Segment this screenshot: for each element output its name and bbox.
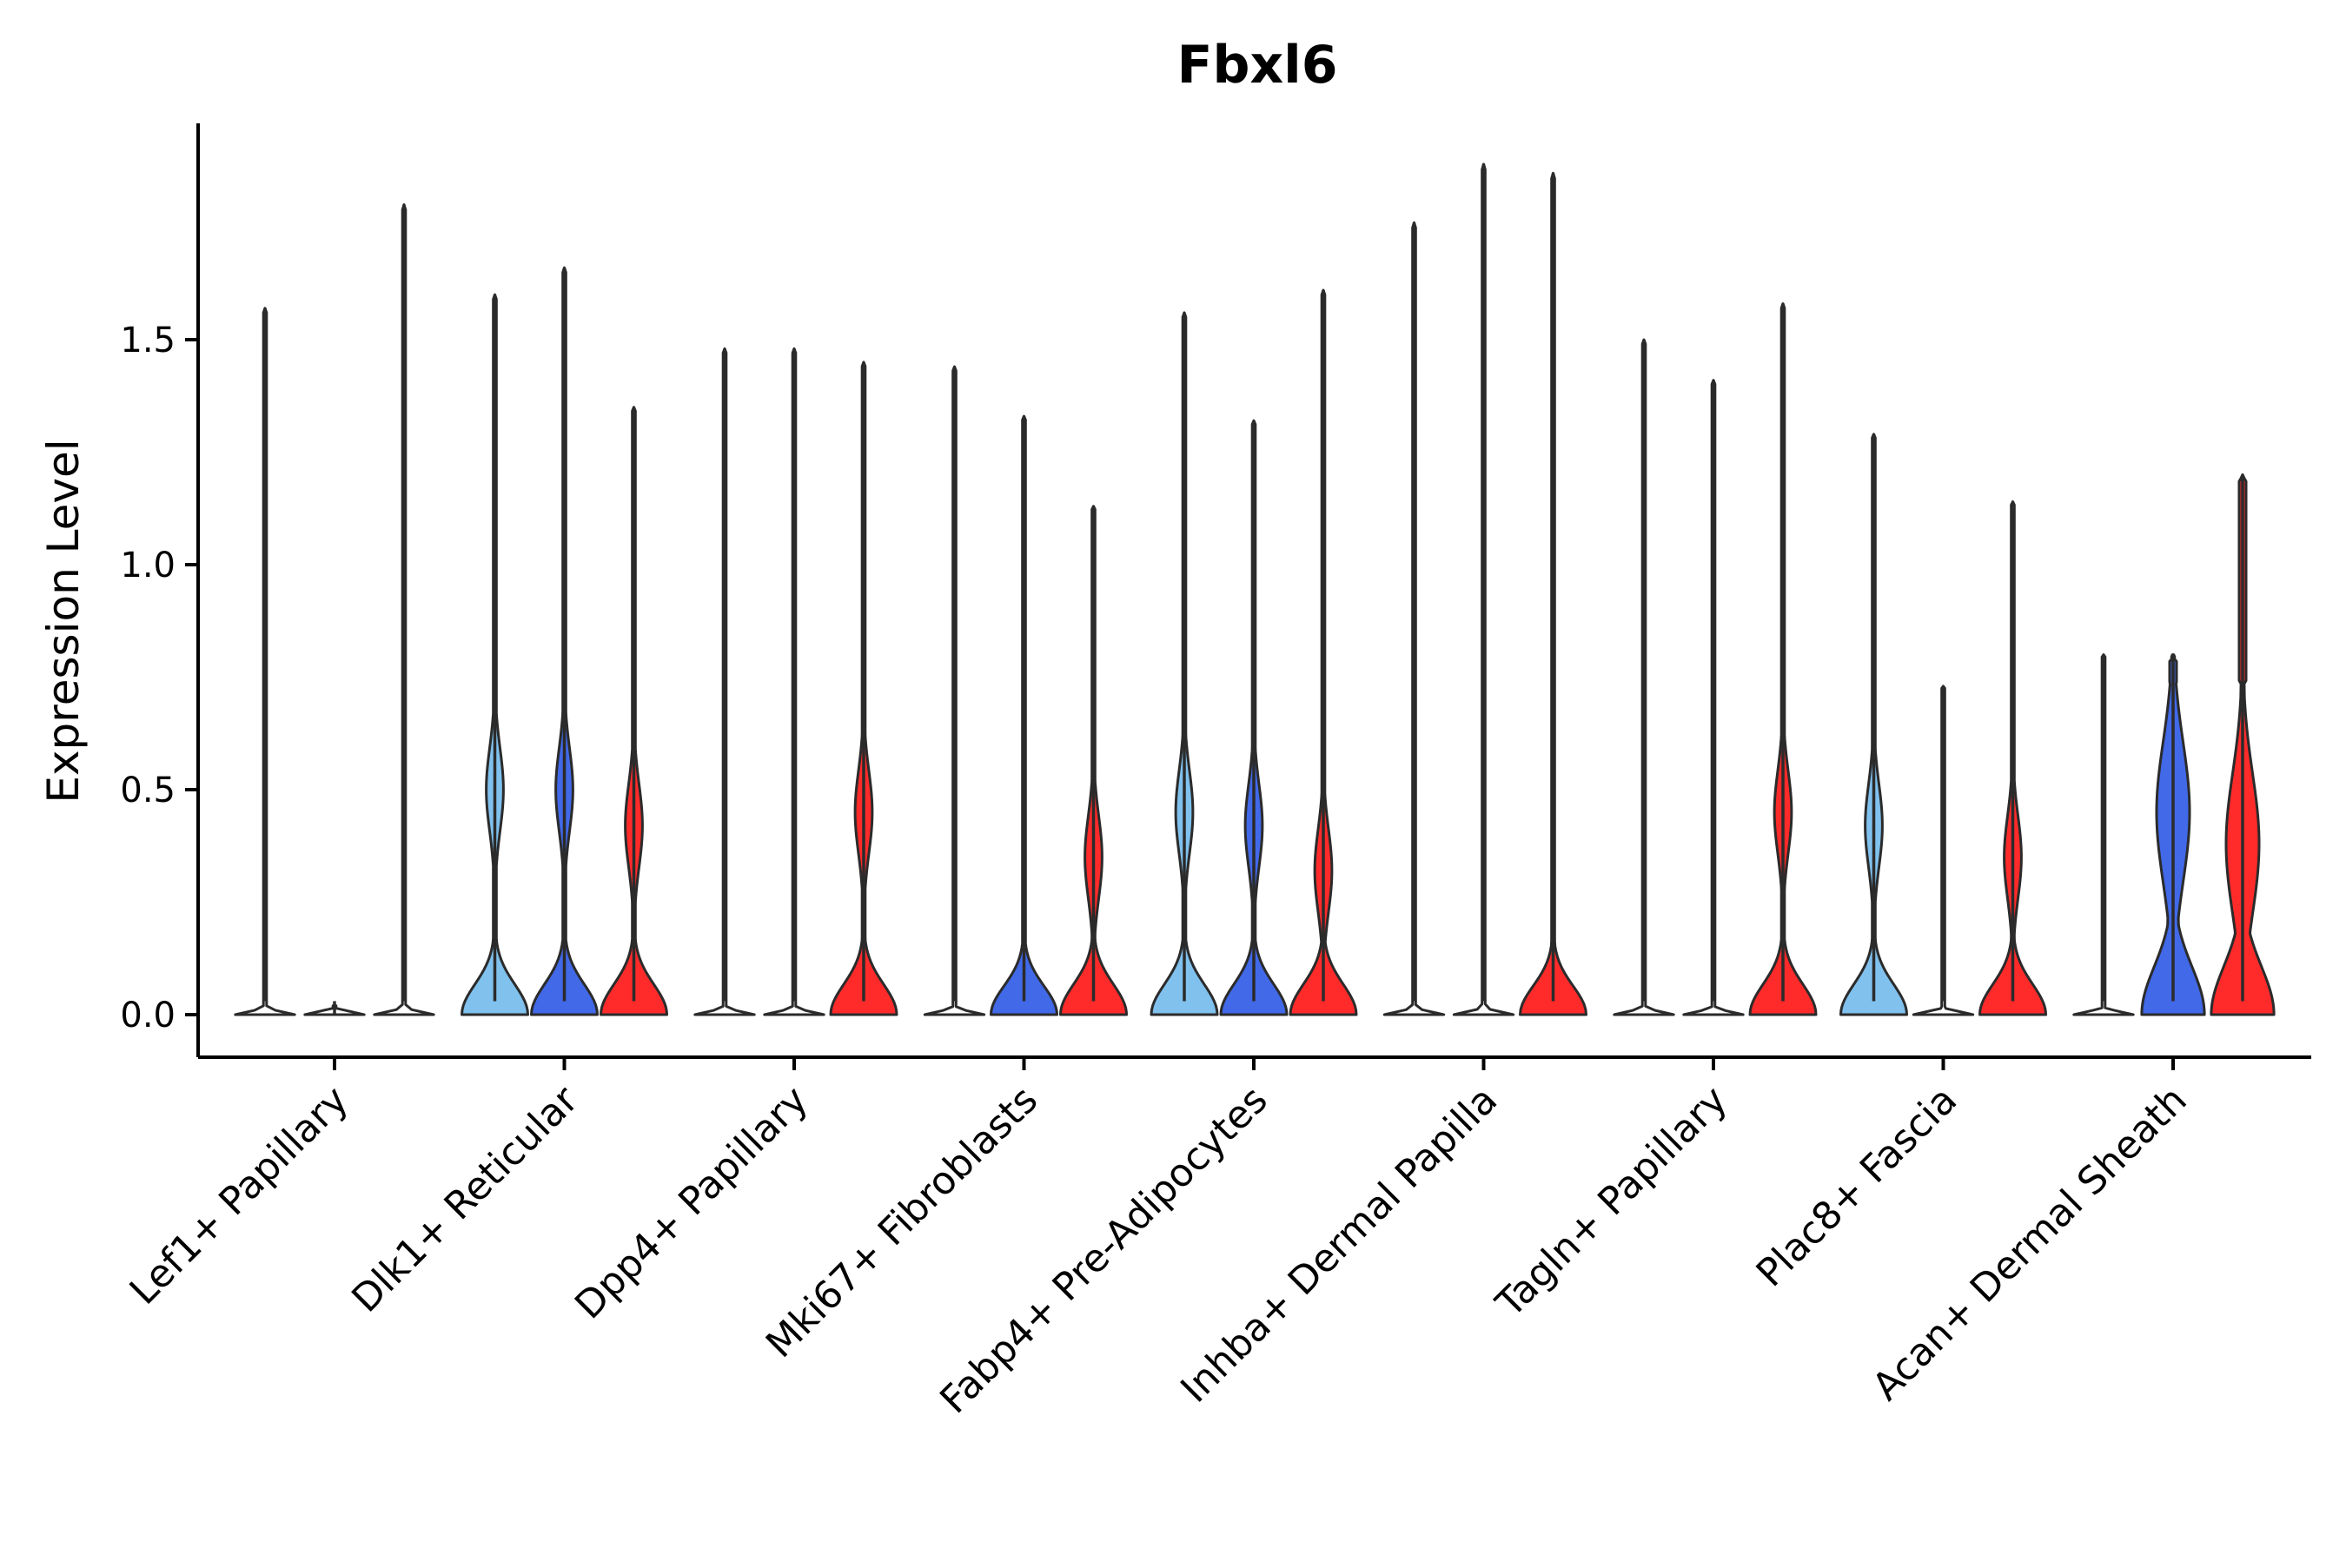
violin-light-blue (1382, 221, 1446, 1016)
violin-red (1059, 505, 1128, 1016)
x-tick-label: Dlk1+ Reticular (343, 1077, 587, 1321)
violin-light-blue (461, 293, 529, 1016)
violin-blue (1452, 162, 1515, 1016)
violin-red (1748, 302, 1818, 1016)
y-tick-label: 1.5 (120, 321, 176, 361)
axes-layer (196, 123, 2311, 1070)
y-ticks: 0.0 0.5 1.0 1.5 (120, 321, 198, 1035)
violin-red (2210, 473, 2276, 1016)
violin-light-blue (1150, 311, 1219, 1016)
violin-light-blue (923, 365, 986, 1016)
violin-blue (530, 266, 599, 1016)
violin-light-blue (1839, 433, 1908, 1016)
violin-blue (1912, 685, 1975, 1016)
violin-red (1519, 171, 1587, 1016)
violin-light-blue (693, 347, 756, 1016)
violins-layer (234, 162, 2276, 1016)
violin-blue (2140, 653, 2206, 1016)
violin-red (373, 203, 435, 1016)
violin-red (829, 361, 898, 1016)
violin-light-blue (2072, 653, 2135, 1016)
violin-blue (303, 1001, 366, 1016)
violin-blue (1682, 379, 1745, 1016)
y-tick-label: 0.5 (120, 771, 176, 810)
violin-blue (990, 414, 1058, 1016)
x-tick-label: Plac8+ Fascia (1748, 1078, 1966, 1296)
violin-light-blue (234, 307, 296, 1016)
violin-red (1978, 500, 2047, 1016)
violin-red (600, 406, 668, 1016)
violin-red (1289, 288, 1358, 1016)
y-axis-label: Expression Level (38, 439, 89, 803)
violin-blue (763, 347, 825, 1016)
x-tick-label: Lef1+ Papillary (122, 1078, 357, 1313)
x-tick-label: Dpp4+ Papillary (567, 1078, 817, 1328)
x-tick-label: Tagln+ Papillary (1488, 1078, 1736, 1327)
y-tick-label: 0.0 (120, 996, 176, 1035)
y-tick-label: 1.0 (120, 546, 176, 586)
chart-title: Fbxl6 (1177, 35, 1338, 96)
violin-blue (1219, 419, 1289, 1016)
violin-light-blue (1613, 338, 1675, 1016)
